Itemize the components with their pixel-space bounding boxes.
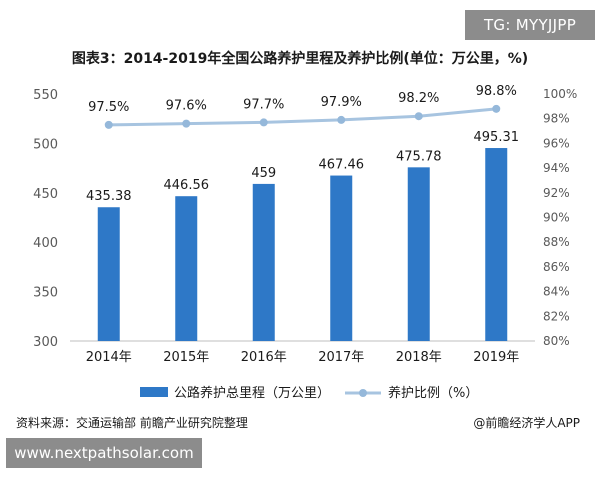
x-tick-label: 2018年 — [396, 350, 442, 365]
y-right-tick-label: 84% — [543, 285, 570, 299]
legend-bar-swatch — [140, 387, 168, 397]
legend-bar-label: 公路养护总里程（万公里） — [174, 385, 330, 401]
bar-value-label: 446.56 — [164, 178, 210, 193]
ratio-value-label: 97.9% — [321, 95, 362, 110]
x-tick-label: 2017年 — [318, 350, 364, 365]
bar-2017年 — [330, 175, 353, 341]
bar-2018年 — [407, 167, 430, 341]
bar-value-label: 435.38 — [86, 189, 132, 204]
y-left-tick-label: 450 — [33, 187, 58, 202]
credit: @前瞻经济学人APP — [473, 416, 580, 430]
y-right-tick-label: 98% — [543, 112, 570, 126]
y-right-tick-label: 82% — [543, 309, 570, 323]
ratio-point — [492, 104, 501, 113]
chart-title: 图表3：2014-2019年全国公路养护里程及养护比例(单位：万公里，%) — [71, 51, 529, 67]
y-left-tick-label: 550 — [33, 88, 58, 103]
x-tick-label: 2016年 — [241, 350, 287, 365]
y-left-tick-label: 300 — [33, 335, 58, 350]
ratio-value-label: 97.5% — [88, 100, 129, 115]
y-right-tick-label: 94% — [543, 161, 570, 175]
y-right-tick-label: 96% — [543, 136, 570, 150]
bar-value-label: 495.31 — [474, 130, 520, 145]
y-left-tick-label: 400 — [33, 236, 58, 251]
legend-line-label: 养护比例（%） — [388, 385, 478, 401]
y-left-tick-label: 500 — [33, 137, 58, 152]
y-right-tick-label: 86% — [543, 260, 570, 274]
watermark-badge-top: TG: MYYJJPP — [465, 10, 595, 40]
bar-2019年 — [485, 148, 508, 341]
chart: 300 350 400 450 500 550 80% 82% 84% 86% 88% 90% 92% 9… — [33, 84, 577, 401]
ratio-value-label: 98.8% — [476, 84, 517, 99]
ratio-point — [414, 112, 423, 121]
source-note: 资料来源：交通运输部 前瞻产业研究院整理 — [16, 416, 248, 430]
bar-2015年 — [175, 196, 198, 341]
watermark-badge-bottom: www.nextpathsolar.com — [6, 438, 202, 468]
y-left-tick-label: 350 — [33, 286, 58, 301]
x-tick-label: 2019年 — [473, 350, 519, 365]
bar-value-label: 459 — [251, 166, 276, 181]
y-right-tick-label: 92% — [543, 186, 570, 200]
ratio-point — [182, 119, 191, 128]
x-tick-label: 2014年 — [86, 350, 132, 365]
x-tick-label: 2015年 — [163, 350, 209, 365]
y-right-tick-label: 80% — [543, 334, 570, 348]
bar-value-label: 475.78 — [396, 149, 442, 164]
bar-2014年 — [97, 207, 120, 341]
ratio-line — [108, 107, 497, 127]
y-right-tick-label: 90% — [543, 211, 570, 225]
ratio-point — [337, 115, 346, 124]
legend-line-marker — [359, 389, 367, 397]
ratio-value-label: 98.2% — [398, 91, 439, 106]
ratio-value-label: 97.7% — [243, 97, 284, 112]
ratio-point — [104, 120, 113, 129]
bar-value-label: 467.46 — [319, 158, 365, 173]
y-right-tick-label: 100% — [543, 87, 577, 101]
ratio-value-label: 97.6% — [166, 99, 207, 114]
ratio-point — [259, 118, 268, 127]
bar-2016年 — [252, 183, 275, 341]
y-right-tick-label: 88% — [543, 235, 570, 249]
